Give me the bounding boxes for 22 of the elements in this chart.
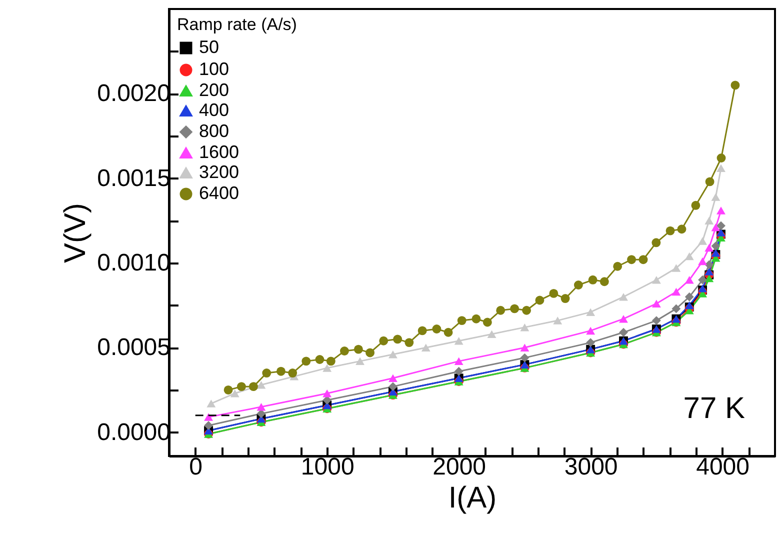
y-tick-label: 0.0020 [97,80,170,108]
legend-title: Ramp rate (A/s) [177,15,297,34]
legend-label: 400 [199,100,230,120]
legend-label: 50 [199,37,220,57]
legend-label: 3200 [199,162,240,182]
legend-label: 6400 [199,183,240,203]
x-tick-label: 4000 [696,454,750,480]
y-tick-label: 0.0015 [97,164,170,192]
legend-label: 100 [199,59,230,79]
y-tick-label: 0.0010 [97,249,170,276]
legend-label: 1600 [199,142,240,162]
legend-label: 800 [199,121,230,141]
x-tick-label: 1000 [300,454,354,480]
y-tick-label: 0.0005 [97,334,170,362]
y-tick-label: 0.0000 [97,418,170,446]
x-tick-label: 2000 [432,454,486,480]
annotation: 77 K [683,392,745,425]
legend-label: 200 [199,80,230,100]
x-tick-label: 3000 [564,454,618,480]
x-axis-title: I(A) [448,482,497,514]
x-tick-label: 0 [189,454,203,480]
y-axis-title: V(V) [59,203,92,263]
